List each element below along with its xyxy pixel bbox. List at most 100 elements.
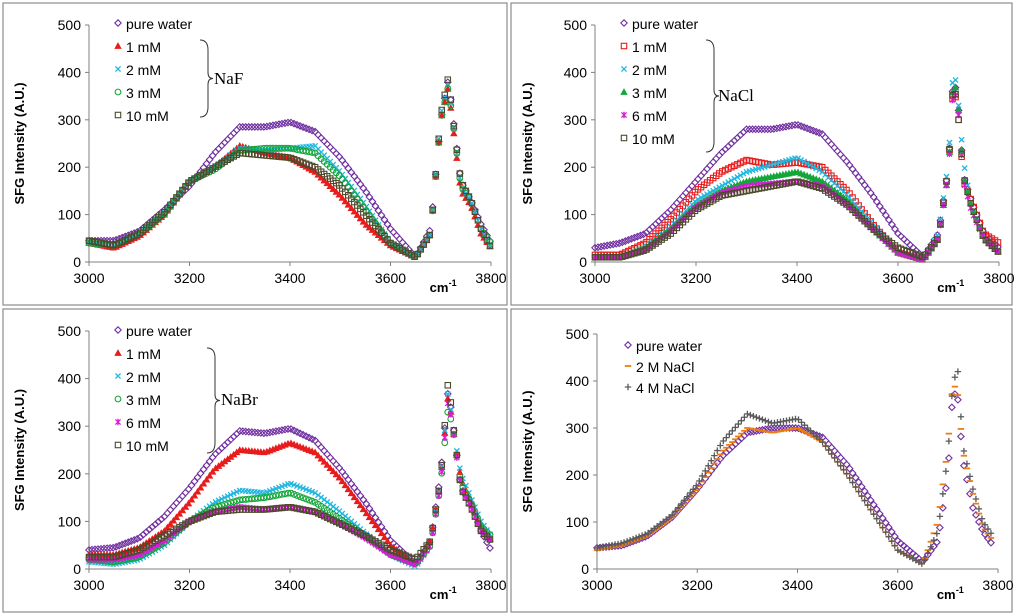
data-point xyxy=(323,179,331,187)
legend-label: 2 mM xyxy=(126,62,161,78)
data-point xyxy=(230,490,237,497)
data-point xyxy=(744,410,751,418)
data-point xyxy=(813,433,820,440)
data-point xyxy=(474,520,482,528)
data-point xyxy=(118,540,127,549)
data-point xyxy=(449,119,458,128)
legend-marker xyxy=(114,372,122,380)
data-point xyxy=(804,424,811,432)
data-point xyxy=(816,167,823,174)
salt-label: NaF xyxy=(214,69,243,88)
data-point xyxy=(860,487,869,496)
data-point xyxy=(834,458,841,466)
data-point xyxy=(942,468,950,475)
y-tick-label: 0 xyxy=(581,561,589,577)
data-point xyxy=(432,506,439,513)
data-point xyxy=(338,477,346,485)
legend-label: 10 mM xyxy=(632,131,675,147)
data-point xyxy=(976,224,984,231)
data-point xyxy=(740,170,747,177)
data-point xyxy=(359,495,368,504)
data-point xyxy=(872,505,881,514)
data-point xyxy=(332,470,340,478)
data-point xyxy=(626,536,634,544)
data-point xyxy=(945,437,953,445)
data-point xyxy=(308,497,316,505)
data-point xyxy=(933,530,941,537)
legend-label: 6 mM xyxy=(632,108,667,124)
x-unit-label: cm xyxy=(937,587,956,602)
data-point xyxy=(807,162,814,169)
data-point xyxy=(471,208,479,216)
data-point xyxy=(438,461,446,469)
data-point xyxy=(762,417,769,424)
data-point xyxy=(964,188,971,196)
data-point xyxy=(441,91,449,99)
data-point xyxy=(878,206,887,215)
data-point xyxy=(218,496,225,503)
data-point xyxy=(597,242,606,251)
data-point xyxy=(465,500,473,507)
legend-marker xyxy=(624,383,632,391)
data-point xyxy=(253,428,262,437)
data-point xyxy=(435,135,443,143)
legend-entry-1-mm: 1 mM xyxy=(114,346,161,362)
data-point xyxy=(468,200,475,207)
data-point xyxy=(753,414,760,421)
data-point xyxy=(870,510,877,518)
y-tick-label: 100 xyxy=(566,514,590,530)
data-point xyxy=(769,124,778,133)
data-point xyxy=(235,122,244,131)
data-point xyxy=(362,509,371,517)
data-point xyxy=(133,534,142,543)
data-point xyxy=(726,431,733,438)
series-10-mm xyxy=(591,90,1002,261)
data-point xyxy=(958,150,965,158)
data-point xyxy=(819,438,826,446)
data-point xyxy=(453,451,461,459)
data-point xyxy=(627,234,636,243)
data-point xyxy=(958,136,965,143)
data-point xyxy=(196,483,205,491)
x-tick-label: 3000 xyxy=(73,270,104,286)
data-point xyxy=(362,221,371,228)
data-point xyxy=(618,238,627,247)
data-point xyxy=(250,428,259,437)
data-point xyxy=(314,451,322,459)
data-point xyxy=(359,184,368,193)
data-point xyxy=(221,494,228,501)
data-point xyxy=(725,179,732,186)
x-tick-label: 3600 xyxy=(375,270,406,286)
y-tick-label: 500 xyxy=(58,323,82,339)
data-point xyxy=(939,490,947,497)
data-point xyxy=(368,226,377,233)
data-point xyxy=(377,529,386,537)
data-point xyxy=(867,506,874,513)
data-point xyxy=(977,525,986,534)
data-point xyxy=(441,434,448,441)
data-point xyxy=(953,395,962,404)
data-point xyxy=(178,506,187,514)
data-point xyxy=(633,232,642,241)
y-tick-label: 100 xyxy=(58,513,82,529)
data-point xyxy=(151,520,160,529)
data-point xyxy=(639,230,648,239)
data-point xyxy=(881,211,890,220)
data-point xyxy=(329,185,337,192)
data-point xyxy=(109,543,118,552)
data-point xyxy=(784,122,793,131)
data-point xyxy=(368,509,377,518)
data-point xyxy=(858,492,865,500)
data-point xyxy=(280,119,289,128)
data-point xyxy=(961,165,968,172)
x-tick-label: 3400 xyxy=(274,270,305,286)
data-point xyxy=(435,487,443,495)
x-tick-label: 3000 xyxy=(581,577,612,593)
x-tick-label: 3000 xyxy=(579,270,610,286)
chart-panel-2: 0 100 200 300 400 500 3000 3200 3400 3600 3800 SFG … xyxy=(510,2,1015,306)
data-point xyxy=(932,538,941,547)
y-tick-label: 400 xyxy=(564,64,588,80)
data-point xyxy=(235,426,244,435)
data-point xyxy=(732,424,739,431)
